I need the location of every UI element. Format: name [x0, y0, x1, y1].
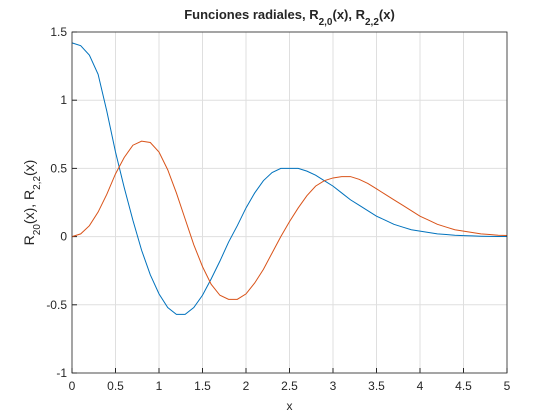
x-tick-label: 0.5: [107, 379, 124, 393]
y-tick-label: 1: [60, 93, 67, 107]
series-line: [71, 42, 507, 315]
x-tick-label: 2.5: [281, 379, 298, 393]
x-tick-label: 5: [504, 379, 511, 393]
text-part: (x), R: [21, 190, 37, 224]
text-part: (x): [21, 160, 37, 176]
x-tick-label: 1: [156, 379, 163, 393]
subscript: 20: [32, 224, 43, 236]
series-line: [71, 140, 508, 300]
text-part: Funciones radiales, R: [184, 7, 319, 22]
x-tick-label: 2: [243, 379, 250, 393]
x-tick-label: 1.5: [194, 379, 211, 393]
axes-box: [71, 31, 508, 374]
y-tick-label: 1.5: [50, 25, 67, 39]
chart-title: Funciones radiales, R2,0(x), R2,2(x): [184, 7, 395, 28]
y-tick-label: 0: [60, 230, 67, 244]
x-tick-label: 4: [417, 379, 424, 393]
x-tick-label: 3: [330, 379, 337, 393]
x-axis-label: x: [287, 399, 293, 413]
y-tick-label: -1: [56, 366, 67, 380]
x-tick-label: 3.5: [368, 379, 385, 393]
text-part: R: [21, 235, 37, 245]
y-tick-label: 0.5: [50, 161, 67, 175]
text-part: (x): [379, 7, 395, 22]
x-tick-label: 0: [69, 379, 76, 393]
subscript: 2,0: [319, 17, 333, 28]
subscript: 2,2: [365, 17, 379, 28]
subscript: 2,2: [32, 176, 43, 190]
y-axis-label: R20(x), R2,2(x): [21, 160, 43, 246]
x-tick-label: 4.5: [455, 379, 472, 393]
text-part: (x), R: [332, 7, 365, 22]
y-tick-label: -0.5: [46, 298, 67, 312]
